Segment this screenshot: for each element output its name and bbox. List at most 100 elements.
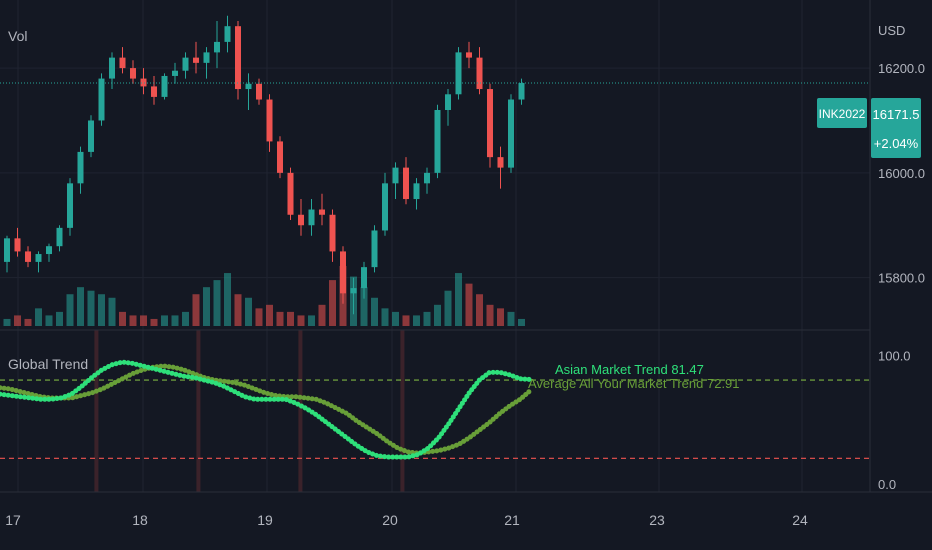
volume-bar bbox=[140, 315, 147, 326]
price-tick-label: 16000.0 bbox=[878, 166, 925, 181]
session-marker bbox=[400, 330, 405, 492]
volume-bar bbox=[444, 290, 452, 326]
candle-body bbox=[319, 209, 325, 215]
candle-body bbox=[161, 75, 168, 97]
session-marker bbox=[298, 330, 303, 492]
volume-bar bbox=[234, 294, 242, 326]
volume-bar bbox=[192, 294, 200, 326]
indicator-axis-ticks: 100.0 0.0 bbox=[878, 349, 911, 492]
volume-bar bbox=[35, 308, 42, 326]
volume-bar bbox=[119, 311, 126, 326]
volume-bar bbox=[518, 318, 525, 326]
volume-bar bbox=[402, 315, 410, 326]
indicator-tick-label: 100.0 bbox=[878, 349, 911, 364]
candle-body bbox=[88, 120, 94, 152]
volume-bar bbox=[24, 318, 32, 326]
time-tick-label: 19 bbox=[257, 512, 273, 528]
candle-body bbox=[256, 83, 262, 100]
trend-series-core bbox=[0, 364, 532, 455]
candle-body bbox=[35, 254, 42, 262]
time-axis-ticks: 17 18 19 20 21 23 24 bbox=[5, 512, 808, 528]
candle-body bbox=[25, 251, 31, 262]
price-axis-ticks: 16200.0 16000.0 15800.0 bbox=[878, 61, 925, 286]
volume-bar bbox=[150, 318, 158, 326]
volume-bar bbox=[245, 297, 252, 326]
trend-pane-label: Global Trend bbox=[8, 356, 88, 372]
volume-bar bbox=[329, 280, 336, 326]
candle-body bbox=[235, 26, 241, 90]
indicator-tick-label: 0.0 bbox=[878, 477, 896, 492]
volume-bar bbox=[476, 294, 483, 326]
volume-bar bbox=[171, 315, 179, 326]
candle-body bbox=[508, 99, 514, 168]
volume-bar bbox=[255, 308, 263, 326]
candle-body bbox=[14, 238, 21, 252]
volume-bar bbox=[297, 315, 305, 326]
candle-body bbox=[119, 57, 126, 69]
candle-body bbox=[361, 267, 367, 289]
candle-body bbox=[413, 183, 420, 200]
last-price-badge-background bbox=[871, 98, 921, 158]
volume-bar bbox=[287, 311, 294, 326]
last-price-badge: 16171.5 +2.04% bbox=[871, 98, 921, 158]
candle-body bbox=[214, 41, 220, 53]
volume-bars bbox=[3, 266, 525, 326]
global-trend-pane[interactable] bbox=[0, 330, 870, 492]
volume-bar bbox=[203, 287, 210, 326]
candle-body bbox=[487, 89, 493, 158]
volume-bar bbox=[224, 273, 231, 326]
price-tick-label: 16200.0 bbox=[878, 61, 925, 76]
session-marker bbox=[196, 330, 201, 492]
candle-body bbox=[4, 238, 10, 262]
volume-bar bbox=[213, 280, 221, 326]
volume-bar bbox=[66, 294, 74, 326]
symbol-tag[interactable]: INK2022 bbox=[817, 98, 867, 128]
candle-body bbox=[445, 94, 451, 110]
volume-bar bbox=[423, 311, 431, 326]
candle-body bbox=[77, 151, 84, 184]
candle-body bbox=[172, 70, 178, 76]
candle-body bbox=[434, 110, 441, 173]
volume-bar bbox=[161, 315, 168, 326]
candle-body bbox=[203, 52, 210, 63]
candlesticks bbox=[4, 15, 525, 315]
volume-bar bbox=[392, 311, 399, 326]
volume-bar bbox=[497, 308, 504, 326]
candle-body bbox=[497, 157, 504, 168]
time-tick-label: 23 bbox=[649, 512, 665, 528]
volume-bar bbox=[56, 311, 63, 326]
volume-bar bbox=[308, 315, 315, 326]
volume-bar bbox=[381, 308, 389, 326]
time-tick-label: 21 bbox=[504, 512, 520, 528]
candle-body bbox=[182, 57, 189, 71]
average-trend-label: Average All Your Market Trend 72.91 bbox=[528, 376, 740, 391]
volume-bar bbox=[318, 304, 326, 326]
volume-bar bbox=[129, 315, 137, 326]
volume-bar bbox=[3, 318, 11, 326]
price-pane[interactable] bbox=[0, 15, 870, 326]
volume-bar bbox=[507, 311, 515, 326]
volume-bar bbox=[266, 304, 273, 326]
candle-body bbox=[245, 83, 252, 90]
price-tick-label: 15800.0 bbox=[878, 271, 925, 286]
candle-body bbox=[466, 52, 472, 58]
candle-body bbox=[130, 68, 136, 79]
time-tick-label: 18 bbox=[132, 512, 148, 528]
trend-series bbox=[0, 359, 533, 460]
candle-body bbox=[67, 183, 73, 228]
candle-body bbox=[476, 57, 483, 90]
volume-bar bbox=[14, 315, 21, 326]
volume-bar bbox=[276, 311, 284, 326]
candle-body bbox=[193, 57, 199, 63]
time-tick-label: 17 bbox=[5, 512, 21, 528]
candle-body bbox=[277, 141, 283, 173]
candle-body bbox=[340, 251, 346, 294]
candle-body bbox=[298, 214, 304, 226]
time-tick-label: 20 bbox=[382, 512, 398, 528]
volume-bar bbox=[108, 297, 116, 326]
candle-body bbox=[371, 230, 378, 268]
trend-series-core bbox=[0, 361, 531, 459]
candle-body bbox=[151, 86, 157, 97]
